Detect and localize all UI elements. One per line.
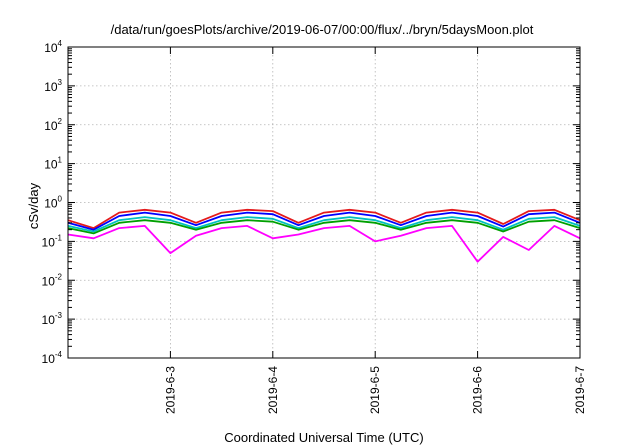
y-tick-exponent: -2 (55, 272, 63, 281)
y-tick-base: 10 (42, 352, 56, 366)
y-tick-exponent: 0 (58, 195, 63, 204)
chart-title: /data/run/goesPlots/archive/2019-06-07/0… (111, 22, 534, 37)
y-tick-exponent: -4 (55, 350, 63, 359)
x-tick-label: 2019-6-6 (471, 366, 485, 414)
y-tick-label: 103 (44, 78, 62, 94)
y-tick-label: 10-4 (42, 350, 63, 366)
y-tick-exponent: -3 (55, 311, 63, 320)
x-tick-label: 2019-6-7 (573, 366, 587, 414)
series-line (67, 208, 581, 230)
y-tick-base: 10 (42, 313, 56, 327)
series-line (67, 216, 581, 233)
series-layer (67, 208, 581, 263)
y-tick-label: 101 (44, 156, 62, 172)
x-tick-label: 2019-6-4 (266, 366, 280, 414)
y-tick-label: 102 (44, 117, 62, 133)
y-tick-base: 10 (44, 119, 58, 133)
x-tick-label: 2019-6-5 (368, 366, 382, 414)
y-tick-exponent: 3 (58, 78, 63, 87)
y-tick-base: 10 (44, 158, 58, 172)
y-tick-base: 10 (44, 80, 58, 94)
y-tick-base: 10 (44, 41, 58, 55)
y-tick-exponent: 1 (58, 156, 63, 165)
y-tick-exponent: 2 (58, 117, 63, 126)
x-axis-label: Coordinated Universal Time (UTC) (224, 430, 423, 445)
series-line (67, 211, 581, 231)
y-tick-exponent: 4 (58, 39, 63, 48)
y-tick-base: 10 (42, 274, 56, 288)
y-tick-label: 10-1 (42, 233, 63, 249)
y-tick-base: 10 (44, 197, 58, 211)
y-tick-label: 10-3 (42, 311, 63, 327)
grid (68, 47, 580, 358)
y-axis-label: cSv/day (26, 182, 41, 229)
y-tick-exponent: -1 (55, 233, 63, 242)
series-line (67, 224, 581, 263)
x-tick-label: 2019-6-3 (163, 366, 177, 414)
y-tick-base: 10 (42, 235, 56, 249)
x-tick-labels: 2019-6-3 2019-6-4 2019-6-5 2019-6-6 2019-6-7 (163, 366, 587, 414)
y-tick-label: 10-2 (42, 272, 63, 288)
axis-ticks (68, 46, 581, 359)
y-tick-label: 104 (44, 39, 62, 55)
y-tick-label: 100 (44, 195, 62, 211)
series-line (67, 219, 581, 235)
